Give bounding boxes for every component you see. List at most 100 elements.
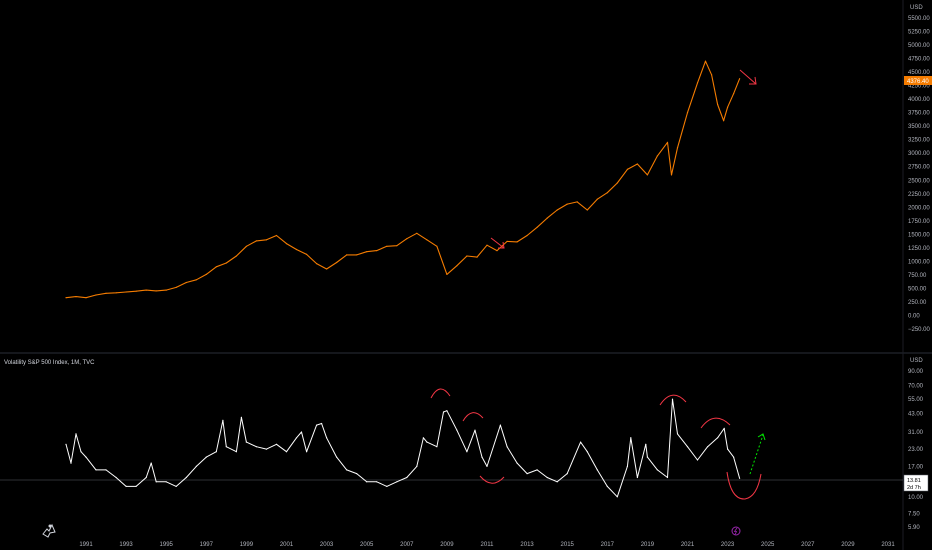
spx-data-point	[727, 106, 729, 108]
vix-y-tick-label: 43.00	[908, 411, 924, 417]
spx-data-point	[676, 147, 679, 149]
main-y-tick-label: 2250.00	[908, 192, 930, 198]
main-y-tick-label: 2500.00	[908, 178, 930, 184]
spx-data-point	[285, 243, 288, 245]
vix-y-tick-label: 31.00	[908, 430, 924, 436]
vix-data-point	[300, 431, 303, 433]
time-axis-tick-label: 2021	[681, 542, 695, 548]
red-arrow-2023	[739, 69, 757, 85]
tradingview-icon[interactable]	[42, 523, 56, 538]
vix-data-point	[396, 481, 398, 483]
vix-data-point	[95, 469, 97, 471]
vix-data-point	[70, 462, 72, 464]
spx-data-point	[711, 74, 713, 76]
vix-data-point	[446, 410, 448, 412]
spx-last-value: 4376.40	[907, 79, 929, 85]
vix-data-point	[285, 451, 288, 453]
spx-data-point	[616, 182, 618, 184]
main-y-tick-label: 5000.00	[908, 43, 930, 49]
vix-data-point	[616, 496, 618, 498]
vix-data-point	[739, 477, 741, 479]
spx-series-points	[65, 60, 741, 299]
vix-last-value-badge: 13.81 2d 7h	[903, 474, 929, 492]
vix-y-tick-label: 23.00	[908, 447, 924, 453]
vix-data-point	[481, 456, 483, 458]
main-y-tick-label: 5500.00	[908, 16, 930, 22]
spx-data-point	[556, 209, 558, 211]
spx-data-point	[115, 292, 117, 294]
vix-data-point	[105, 469, 107, 471]
vix-data-point	[240, 416, 242, 418]
vix-data-point	[586, 451, 588, 453]
vix-data-point	[727, 448, 729, 450]
main-y-tick-label: 1250.00	[908, 246, 930, 252]
spx-data-point	[396, 245, 398, 247]
vix-data-point	[436, 446, 438, 448]
vix-data-point	[416, 465, 418, 467]
spx-data-point	[496, 250, 498, 252]
main-y-tick-label: 2000.00	[908, 205, 930, 211]
red-arc-2023-trough	[726, 471, 762, 500]
spx-data-point	[85, 297, 87, 299]
time-axis-tick-label: 1993	[119, 542, 133, 548]
vix-data-point	[666, 476, 669, 479]
spx-data-point	[526, 234, 528, 237]
vix-data-point	[596, 469, 598, 471]
vix-data-point	[630, 437, 632, 439]
spx-data-point	[386, 245, 388, 247]
red-arc-2010-peak	[462, 412, 484, 422]
main-y-tick-label: 5250.00	[908, 29, 930, 35]
spx-data-point	[295, 248, 298, 251]
spx-data-point	[195, 279, 197, 281]
main-y-tick-label: 4250.00	[908, 84, 930, 90]
time-axis-tick-label: 2017	[601, 542, 615, 548]
spx-data-point	[646, 174, 649, 176]
spx-data-point	[356, 254, 358, 256]
vix-data-point	[723, 427, 725, 429]
main-y-tick-label: −250.00	[908, 327, 931, 333]
time-axis-tick-label: 1991	[79, 542, 93, 548]
vix-y-tick-label: 5.90	[908, 525, 920, 531]
spx-data-point	[336, 261, 338, 264]
spx-data-point	[704, 60, 707, 62]
time-axis-tick-label: 2027	[801, 542, 815, 548]
spx-data-point	[576, 201, 578, 203]
spx-data-point	[466, 255, 468, 257]
main-y-tick-label: 0.00	[908, 314, 920, 320]
main-y-tick-label: 2750.00	[908, 165, 930, 171]
spx-data-point	[125, 291, 127, 293]
time-axis-tick-label: 2009	[440, 542, 454, 548]
vix-data-point	[316, 424, 318, 426]
vix-data-point	[696, 459, 699, 461]
spx-data-point	[586, 209, 588, 211]
green-dashed-arrow	[749, 433, 766, 475]
spx-data-point	[656, 155, 659, 157]
flash-icon[interactable]	[731, 526, 741, 536]
vix-data-point	[422, 437, 424, 439]
time-axis-tick-label: 2001	[280, 542, 294, 548]
main-y-axis[interactable]: 5500.00 5250.00 5000.00 4750.00 4500.00 4250.…	[908, 16, 931, 333]
time-axis[interactable]: 1991 1993 1995 1997 1999 2001 2003 2005 2007 2009…	[79, 542, 895, 548]
vix-data-point	[225, 446, 227, 448]
spx-data-point	[416, 232, 418, 234]
main-y-tick-label: 500.00	[908, 286, 927, 292]
vix-data-point	[165, 481, 167, 483]
spx-data-point	[95, 294, 97, 296]
vix-y-axis[interactable]: 90.0070.0055.0043.0031.0023.0017.0013.00…	[908, 369, 924, 531]
vix-data-point	[265, 448, 268, 450]
vix-data-point	[717, 437, 719, 439]
vix-y-tick-label: 55.00	[908, 397, 924, 403]
vix-y-tick-label: 90.00	[908, 369, 924, 375]
spx-data-point	[506, 240, 508, 242]
time-axis-tick-label: 2031	[881, 542, 895, 548]
vix-data-point	[235, 451, 237, 453]
spx-data-point	[596, 198, 598, 200]
vix-y-tick-label: 70.00	[908, 383, 924, 389]
vix-data-point	[566, 473, 568, 475]
spx-data-point	[696, 82, 699, 84]
spx-data-point	[426, 239, 428, 241]
vix-data-point	[65, 443, 67, 445]
spx-data-point	[733, 93, 735, 95]
main-y-tick-label: 1000.00	[908, 259, 930, 265]
